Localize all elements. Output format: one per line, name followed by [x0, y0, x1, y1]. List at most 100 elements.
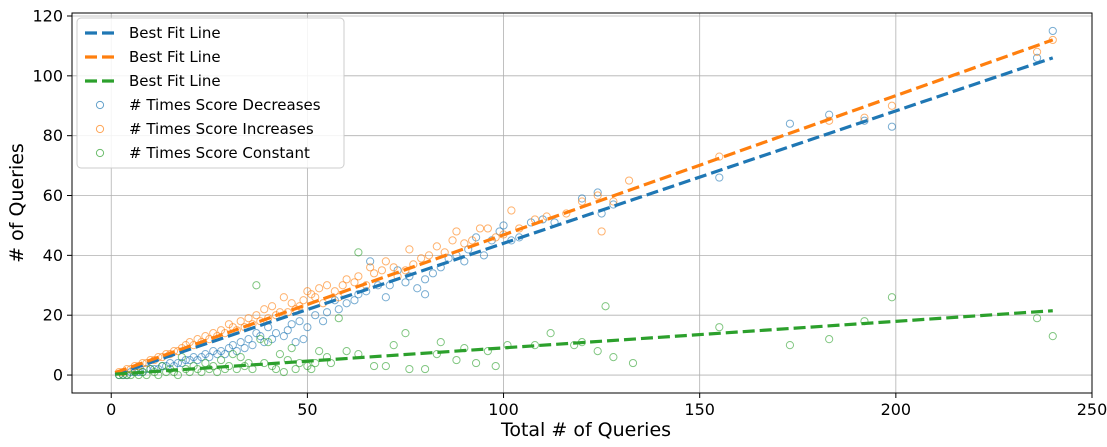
- increase-point: [405, 245, 414, 254]
- decrease-point: [593, 188, 602, 197]
- increase-point: [507, 206, 516, 215]
- constant-point: [315, 347, 324, 356]
- legend-label: Best Fit Line: [129, 72, 221, 90]
- decrease-point: [1048, 26, 1057, 36]
- constant-point: [275, 350, 285, 359]
- increase-point: [338, 281, 347, 290]
- decrease-point: [291, 338, 300, 347]
- y-tick-label: 100: [32, 66, 63, 85]
- legend-marker-swatch: [95, 100, 105, 110]
- decrease-point: [248, 341, 257, 350]
- legend-label: # Times Score Increases: [129, 120, 314, 138]
- x-tick-label: 0: [106, 400, 116, 419]
- increase-point: [389, 263, 398, 272]
- increase-point: [432, 242, 441, 251]
- x-tick-label: 200: [881, 400, 912, 419]
- constant-point: [401, 329, 410, 338]
- decrease-point: [252, 329, 261, 338]
- x-tick-label: 250: [1077, 400, 1107, 419]
- increase-point: [597, 227, 606, 236]
- decrease-point: [224, 344, 234, 353]
- increase-point: [460, 239, 469, 248]
- y-tick-label: 120: [32, 6, 63, 25]
- increase-point: [424, 251, 434, 260]
- decrease-point: [860, 116, 869, 125]
- decrease-point: [185, 355, 194, 365]
- constant-point: [369, 361, 379, 371]
- decrease-point: [428, 269, 438, 278]
- decrease-point: [236, 338, 245, 347]
- constant-point: [471, 358, 481, 368]
- increase-point: [299, 296, 308, 305]
- x-tick-label: 50: [297, 400, 317, 419]
- decrease-point: [715, 173, 724, 182]
- decrease-point: [279, 332, 288, 341]
- constant-point: [785, 341, 795, 350]
- decrease-point: [287, 320, 296, 329]
- decrease-point: [342, 299, 351, 308]
- decrease-point: [177, 358, 186, 368]
- constant-point: [628, 358, 638, 368]
- decrease-point: [785, 119, 795, 128]
- increase-point: [401, 266, 410, 275]
- decrease-point: [299, 335, 308, 344]
- increase-point: [267, 302, 277, 311]
- constant-point: [593, 347, 602, 356]
- increase-point: [303, 287, 312, 296]
- decrease-point: [322, 308, 332, 317]
- decrease-point: [420, 290, 430, 299]
- increase-point: [468, 236, 477, 245]
- increase-point: [252, 311, 261, 320]
- x-tick-label: 150: [684, 400, 715, 419]
- constant-point: [354, 248, 363, 257]
- y-tick-label: 20: [43, 306, 63, 325]
- legend-marker-swatch: [95, 148, 105, 158]
- constant-point: [279, 367, 288, 377]
- decrease-point: [240, 344, 249, 353]
- constant-point: [287, 344, 296, 353]
- increase-point: [609, 197, 618, 206]
- decrease-point: [350, 296, 359, 305]
- legend-label: # Times Score Constant: [129, 144, 310, 162]
- increase-point: [236, 317, 245, 326]
- decrease-point: [311, 311, 320, 320]
- legend-box: [76, 17, 345, 169]
- constant-point: [389, 341, 398, 350]
- constant-point: [483, 347, 492, 356]
- decrease-point: [420, 275, 430, 284]
- constant-point: [342, 347, 351, 356]
- y-tick-label: 0: [53, 366, 63, 385]
- y-axis-label: # of Queries: [6, 143, 28, 263]
- increase-point: [287, 299, 296, 308]
- increase-point: [624, 176, 634, 185]
- decrease-point: [499, 221, 508, 230]
- decrease-point: [366, 257, 375, 266]
- constant-point: [126, 370, 135, 380]
- constant-point: [436, 338, 445, 347]
- increase-point: [342, 275, 351, 284]
- constant-point: [1048, 332, 1057, 341]
- legend-marker-swatch: [95, 124, 105, 134]
- constant-point: [228, 350, 237, 359]
- x-tick-label: 100: [488, 400, 519, 419]
- legend-label: # Times Score Decreases: [129, 96, 321, 114]
- constant-point: [158, 361, 167, 371]
- constant-point: [609, 352, 618, 362]
- y-tick-label: 60: [43, 186, 63, 205]
- increase-point: [366, 263, 375, 272]
- constant-point: [420, 364, 430, 374]
- decrease-point: [295, 317, 304, 326]
- decrease-point: [401, 278, 410, 287]
- increase-point: [542, 212, 551, 221]
- decrease-point: [577, 194, 587, 203]
- constant-point: [432, 350, 441, 359]
- constant-point: [1032, 314, 1042, 323]
- increase-point: [330, 287, 339, 296]
- constant-point: [546, 329, 555, 338]
- increase-point: [224, 320, 234, 329]
- constant-point: [825, 335, 834, 344]
- constant-point: [334, 314, 343, 323]
- plot-frame: [71, 12, 1093, 394]
